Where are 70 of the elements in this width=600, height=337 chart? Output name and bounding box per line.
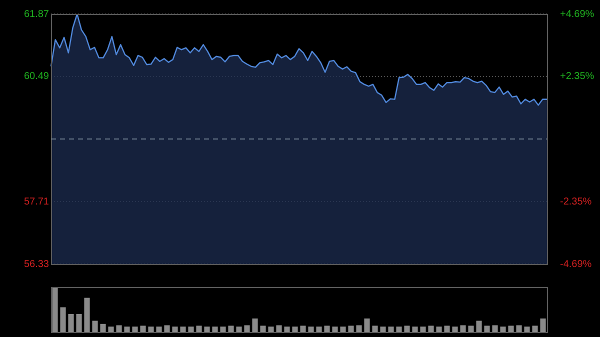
bar <box>420 326 426 332</box>
bar <box>172 326 178 332</box>
bar <box>444 326 450 332</box>
bar <box>396 326 402 332</box>
bar <box>196 326 202 332</box>
bar <box>108 326 114 332</box>
bar <box>268 326 274 332</box>
bar <box>372 326 378 332</box>
bar <box>316 326 322 332</box>
bar <box>380 326 386 332</box>
y2-tick-label: +4.69% <box>560 8 594 20</box>
bar <box>460 325 466 332</box>
bar <box>500 326 506 332</box>
bar <box>236 326 242 332</box>
bar <box>364 318 370 332</box>
bar <box>124 326 130 332</box>
bar <box>492 325 498 332</box>
bar <box>452 326 458 332</box>
bar <box>348 326 354 332</box>
bar <box>300 326 306 332</box>
bar <box>428 326 434 332</box>
bar <box>76 314 82 332</box>
bar <box>508 326 514 332</box>
y-tick-label: 57.71 <box>24 196 50 208</box>
bar <box>404 326 410 332</box>
bar <box>156 326 162 332</box>
bar <box>292 326 298 332</box>
bar <box>308 326 314 332</box>
bar <box>356 325 362 332</box>
bar <box>532 326 538 332</box>
bar <box>204 326 210 332</box>
bar <box>412 326 418 332</box>
y-tick-label: 61.87 <box>24 8 50 20</box>
y-tick-label: 60.49 <box>24 71 50 82</box>
bar <box>436 326 442 332</box>
bar <box>228 326 234 332</box>
bar <box>52 287 58 332</box>
bar <box>260 326 266 332</box>
bar <box>244 325 250 332</box>
bar <box>60 307 66 332</box>
bar <box>148 326 154 332</box>
bar <box>164 325 170 332</box>
bar <box>180 326 186 332</box>
bar <box>332 326 338 332</box>
bar <box>188 326 194 332</box>
y2-tick-label: -4.69% <box>560 258 592 270</box>
bar <box>220 326 226 332</box>
y2-tick-label: +2.35% <box>560 71 594 82</box>
bar <box>340 326 346 332</box>
bar <box>68 314 74 332</box>
bar <box>140 326 146 332</box>
bar <box>524 326 530 332</box>
bar <box>284 326 290 332</box>
bar <box>92 320 98 332</box>
bar <box>516 325 522 332</box>
bar <box>276 325 282 332</box>
bar <box>476 320 482 332</box>
y-tick-label: 56.33 <box>24 258 50 270</box>
bar <box>324 326 330 332</box>
bar <box>388 326 394 332</box>
bar <box>540 318 546 332</box>
bar <box>484 326 490 332</box>
bar <box>212 326 218 332</box>
bar <box>252 318 258 332</box>
bar <box>468 326 474 332</box>
bar <box>116 325 122 332</box>
bar <box>132 326 138 332</box>
y2-tick-label: -2.35% <box>560 196 592 208</box>
bar <box>84 298 90 332</box>
bar <box>100 324 106 332</box>
